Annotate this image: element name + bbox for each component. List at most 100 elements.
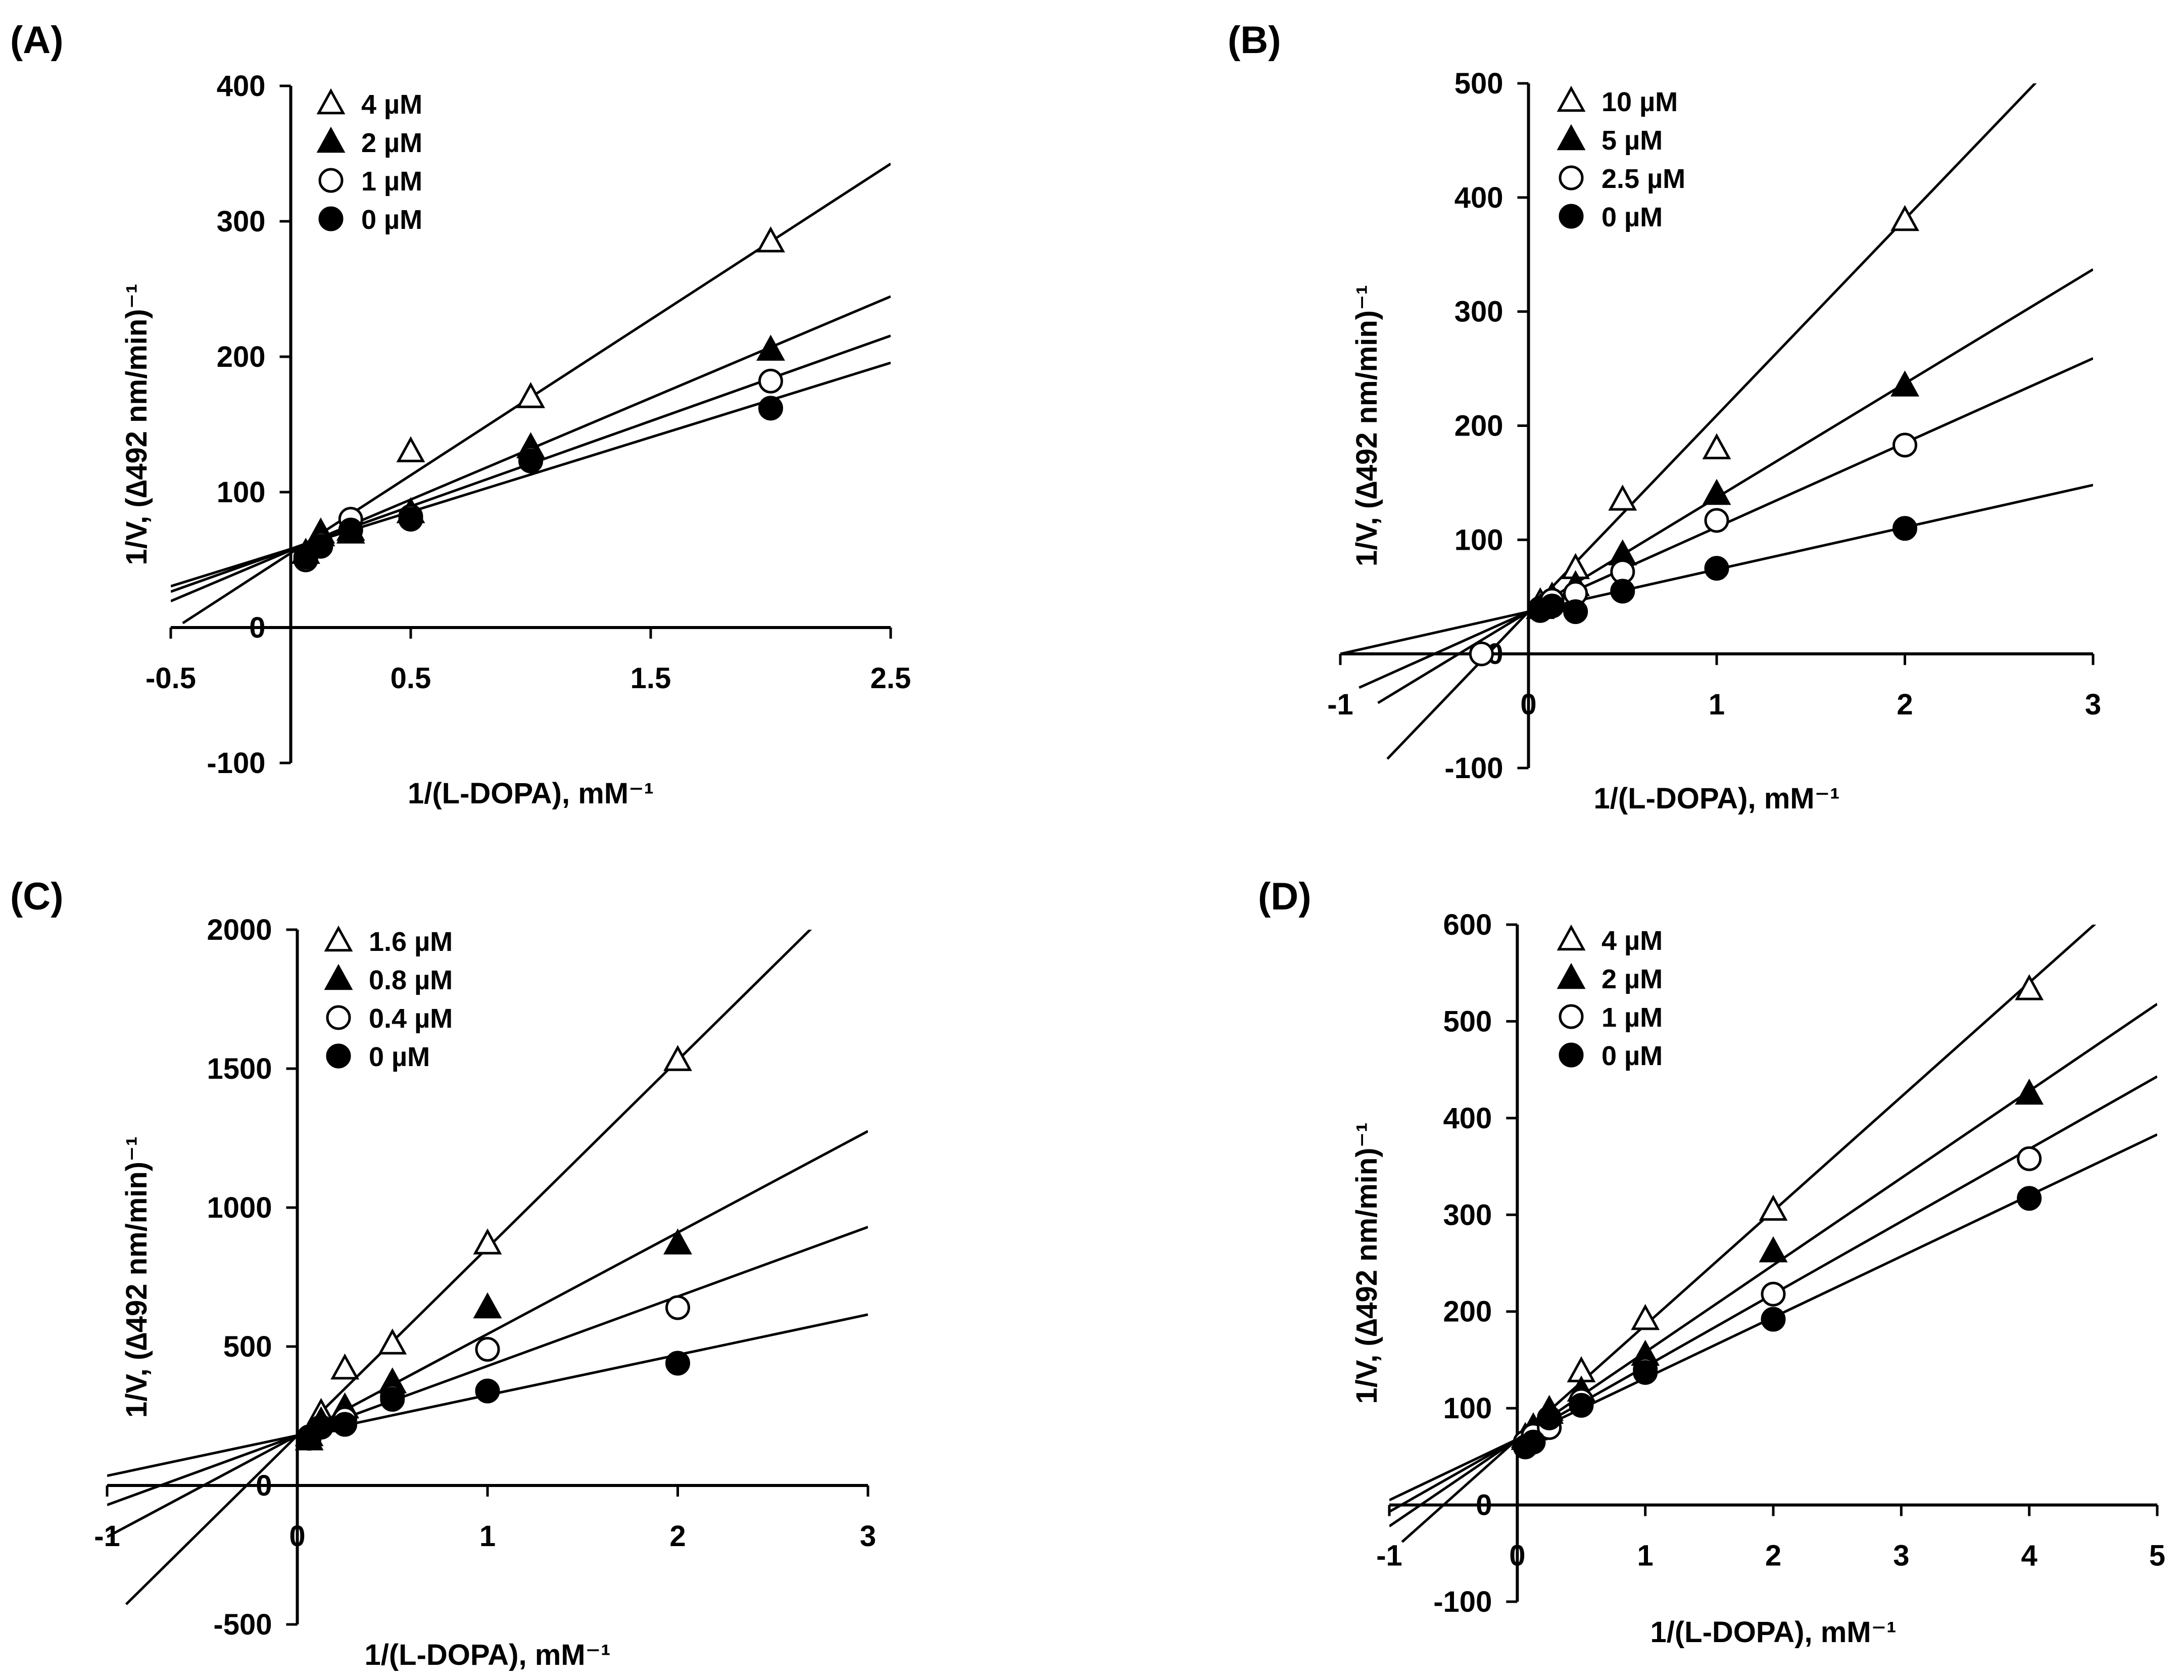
y-tick-label: 300 — [1454, 296, 1503, 328]
legend-label: 0.8 µM — [369, 965, 453, 995]
x-tick-label: 0 — [1509, 1540, 1525, 1572]
x-axis-title: 1/(L-DOPA), mM⁻¹ — [1650, 1616, 1896, 1649]
data-point — [1890, 370, 1919, 397]
y-tick-label: 200 — [1454, 410, 1503, 443]
y-tick-label: 100 — [1454, 523, 1503, 556]
legend-marker — [324, 925, 353, 952]
data-point — [308, 534, 333, 559]
data-point — [1469, 641, 1494, 666]
y-tick-label: -500 — [213, 1608, 272, 1641]
data-point — [338, 517, 363, 543]
fit-lines — [107, 930, 868, 1605]
data-point — [378, 1328, 407, 1355]
legend-label: 5 µM — [1601, 125, 1663, 156]
fit-line — [1377, 268, 2093, 704]
data-point — [2015, 974, 2044, 1000]
data-point — [1537, 1405, 1562, 1430]
legend-label: 1.6 µM — [369, 927, 453, 957]
data-point — [1759, 1194, 1788, 1221]
y-tick-label: 500 — [1443, 1005, 1492, 1038]
y-tick-label: 400 — [217, 70, 266, 103]
data-point — [756, 226, 785, 253]
x-tick-label: -1 — [1327, 688, 1353, 721]
legend: 10 µM 5 µM 2.5 µM 0 µM — [1557, 85, 1685, 232]
legend-label: 0.4 µM — [369, 1003, 453, 1034]
data-point — [663, 1045, 692, 1071]
data-point — [309, 1415, 334, 1439]
fit-line — [107, 1226, 868, 1506]
data-point — [1631, 1304, 1660, 1330]
x-tick-label: 1 — [1709, 688, 1725, 721]
legend-marker — [318, 168, 344, 193]
legend-marker — [324, 964, 353, 990]
y-axis-title: 1/V, (∆492 nm/min)⁻¹ — [1350, 1122, 1383, 1404]
data-point — [1569, 1393, 1594, 1418]
data-point — [330, 1353, 360, 1380]
x-tick-label: 1 — [1637, 1540, 1654, 1572]
legend-label: 1 µM — [361, 166, 422, 197]
data-point — [758, 368, 783, 394]
y-tick-label: -100 — [207, 747, 265, 780]
y-tick-label: 0 — [1476, 1489, 1492, 1522]
x-tick-label: 2 — [1897, 688, 1913, 721]
legend-marker — [1559, 165, 1584, 190]
legend-marker — [316, 88, 346, 115]
data-point — [758, 396, 783, 421]
data-point — [1892, 433, 1917, 458]
data-point — [518, 448, 543, 473]
x-tick-label: 3 — [860, 1520, 876, 1553]
data-point — [665, 1351, 690, 1376]
data-point — [475, 1378, 500, 1404]
series-points — [1513, 1186, 2042, 1460]
x-tick-label: 2.5 — [870, 662, 911, 695]
y-tick-label: 300 — [217, 205, 266, 238]
data-point — [2017, 1186, 2042, 1211]
fit-line — [125, 930, 812, 1605]
x-tick-label: 3 — [2085, 688, 2101, 721]
fit-line — [107, 1130, 868, 1538]
data-point — [1702, 433, 1731, 459]
data-point — [1608, 485, 1637, 511]
data-point — [1704, 556, 1729, 581]
legend-marker — [1557, 924, 1586, 951]
data-point — [332, 1412, 358, 1437]
y-tick-label: -100 — [1444, 752, 1503, 785]
data-point — [473, 1228, 502, 1255]
legend-label: 0 µM — [1601, 202, 1663, 232]
data-point — [396, 436, 425, 462]
panel-label: (B) — [1228, 19, 1281, 62]
y-tick-label: 400 — [1443, 1102, 1492, 1135]
y-tick-label: 1000 — [207, 1191, 272, 1224]
x-tick-label: -1 — [1376, 1540, 1402, 1572]
legend-label: 2 µM — [361, 128, 422, 158]
y-axis-title: 1/V, (∆492 nm/min)⁻¹ — [1350, 285, 1383, 566]
x-tick-label: 0.5 — [391, 662, 431, 695]
data-point — [1704, 508, 1729, 533]
legend-marker — [1557, 963, 1586, 989]
legend: 4 µM 2 µM 1 µM 0 µM — [316, 88, 422, 235]
data-point — [516, 382, 545, 408]
data-point — [380, 1387, 405, 1412]
y-axis-title: 1/V, (∆492 nm/min)⁻¹ — [120, 283, 153, 565]
data-point — [2017, 1146, 2042, 1171]
legend-label: 1 µM — [1601, 1002, 1663, 1033]
data-point — [1610, 579, 1635, 604]
chart-panel-a: (A) -0.5 0.5 1.5 2.5 -100 0 100 200 300 400 1/(L-DO… — [10, 19, 911, 810]
y-tick-label: 300 — [1443, 1198, 1492, 1231]
y-tick-label: -100 — [1433, 1586, 1492, 1618]
series-points — [293, 396, 783, 570]
legend-label: 10 µM — [1601, 87, 1678, 117]
legend-label: 0 µM — [369, 1042, 430, 1072]
x-tick-label: -0.5 — [145, 662, 196, 695]
data-point — [1633, 1360, 1658, 1385]
data-point — [1563, 599, 1588, 625]
x-axis-title: 1/(L-DOPA), mM⁻¹ — [364, 1639, 610, 1671]
data-point — [473, 1292, 502, 1319]
x-axis-title: 1/(L-DOPA), mM⁻¹ — [1593, 782, 1839, 815]
legend-label: 0 µM — [361, 205, 422, 235]
y-tick-label: 200 — [217, 341, 266, 373]
legend: 4 µM 2 µM 1 µM 0 µM — [1557, 924, 1663, 1071]
fit-line — [1401, 925, 2097, 1543]
data-point — [475, 1337, 500, 1362]
y-tick-label: 500 — [1454, 67, 1503, 100]
